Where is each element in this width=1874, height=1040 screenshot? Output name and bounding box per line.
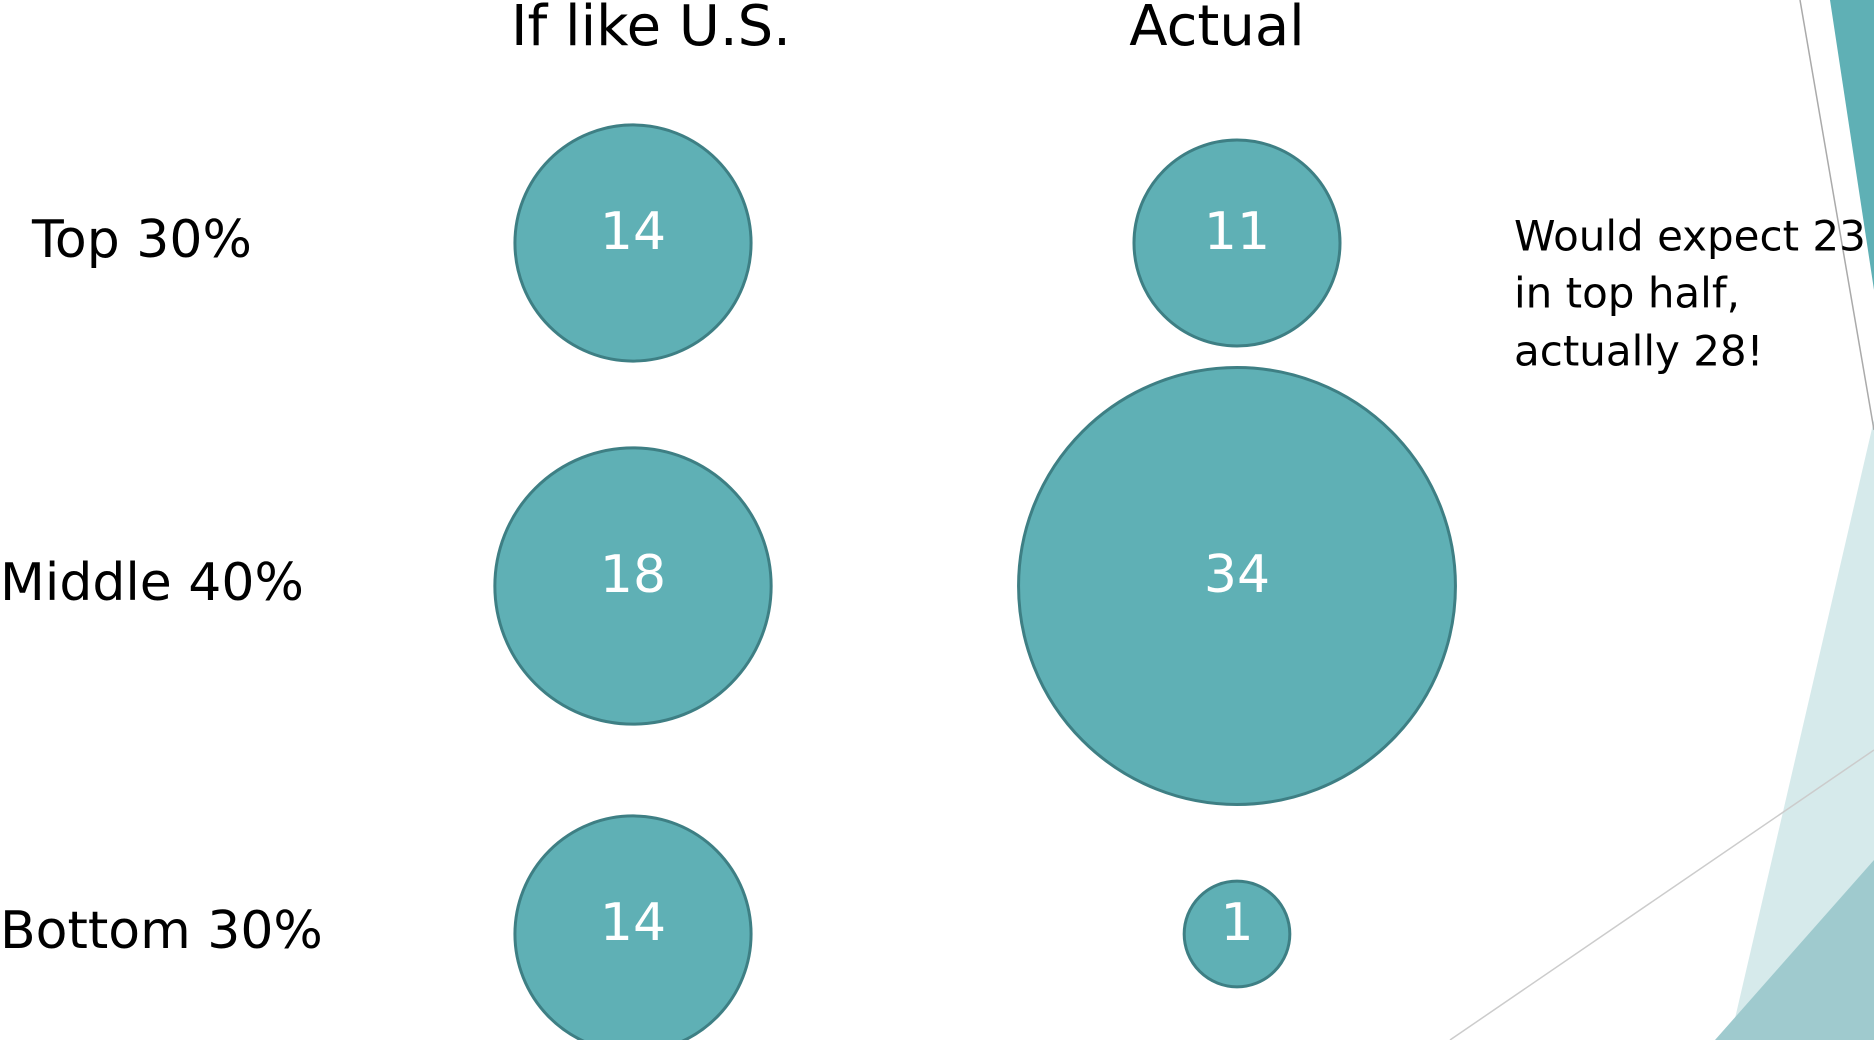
row-label: Middle 40% — [0, 553, 304, 613]
row-label: Top 30% — [31, 210, 252, 270]
deco-line — [1449, 749, 1874, 1040]
bubble-label: 18 — [600, 545, 666, 605]
bubble-label: 14 — [600, 893, 666, 953]
bubble — [493, 446, 773, 726]
column-header: If like U.S. — [511, 0, 791, 59]
decoration — [1449, 0, 1874, 1040]
column-header: Actual — [1129, 0, 1304, 59]
bubble-label: 34 — [1204, 545, 1270, 605]
row-label: Bottom 30% — [0, 901, 323, 961]
deco-line — [1799, 0, 1874, 431]
bubble-label: 11 — [1204, 202, 1270, 262]
bubble — [1017, 366, 1457, 806]
bubble-label: 1 — [1220, 893, 1253, 953]
deco-shape — [1730, 420, 1874, 1040]
bubble — [513, 814, 753, 1040]
bubble-label: 14 — [600, 202, 666, 262]
deco-shape — [1830, 0, 1874, 290]
bubble — [1132, 138, 1342, 348]
bubble — [513, 123, 753, 363]
annotation: Would expect 23 — [1514, 212, 1866, 261]
annotation: actually 28! — [1514, 327, 1763, 376]
bubble — [1182, 879, 1292, 989]
annotation: in top half, — [1514, 269, 1740, 318]
deco-shape — [1715, 860, 1874, 1040]
